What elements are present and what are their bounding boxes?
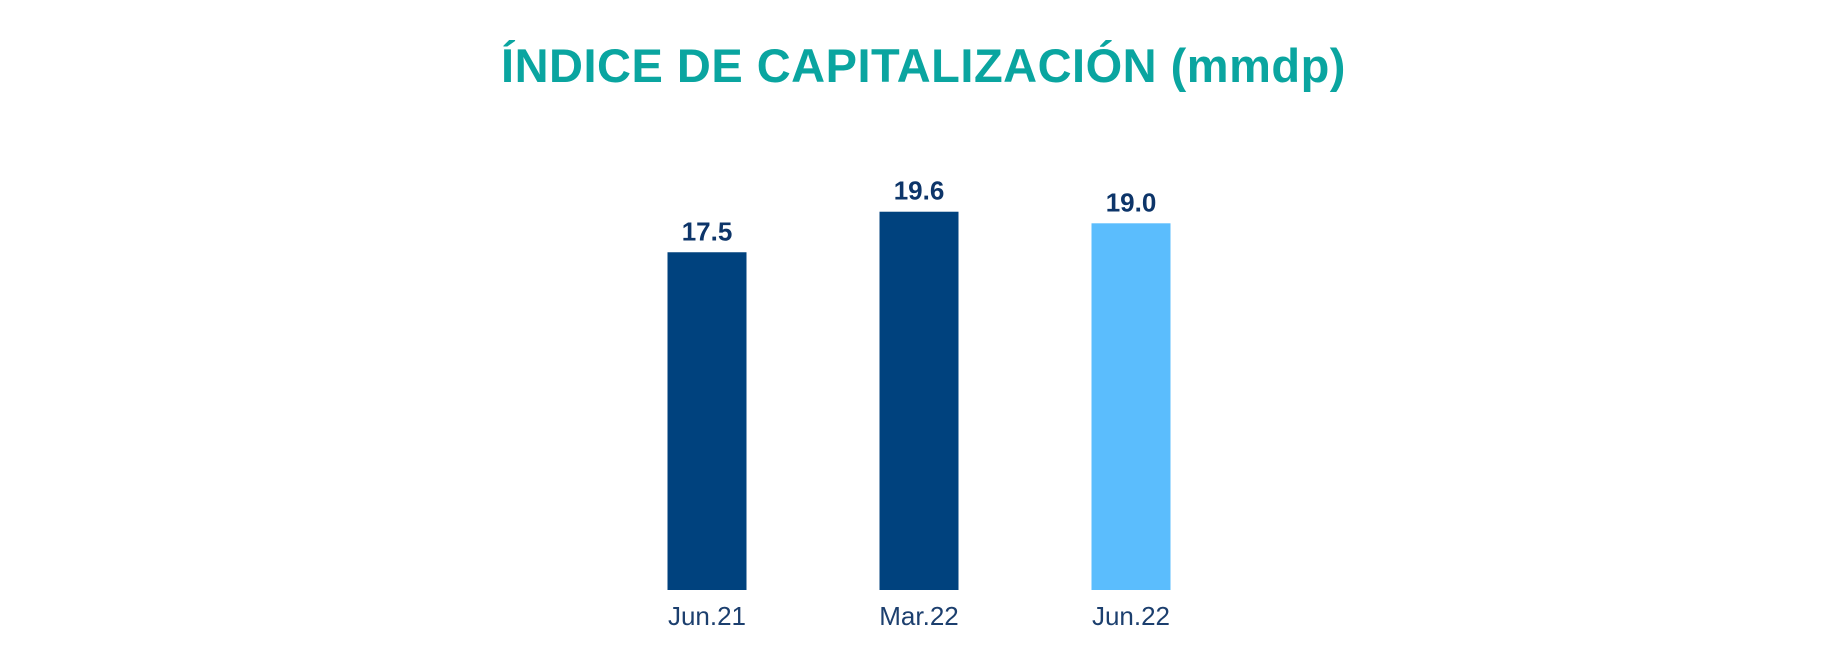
x-tick-label: Jun.21 — [668, 601, 746, 631]
data-label: 19.6 — [894, 176, 945, 206]
bar-jun-22 — [1091, 223, 1171, 591]
data-label: 17.5 — [682, 216, 733, 246]
bar-mar-22 — [879, 211, 959, 590]
bar-jun-21 — [667, 252, 747, 590]
x-tick-label: Mar.22 — [879, 601, 959, 631]
x-tick-label: Jun.22 — [1092, 601, 1170, 631]
data-label: 19.0 — [1106, 187, 1157, 217]
chart-title: ÍNDICE DE CAPITALIZACIÓN (mmdp) — [501, 39, 1346, 92]
